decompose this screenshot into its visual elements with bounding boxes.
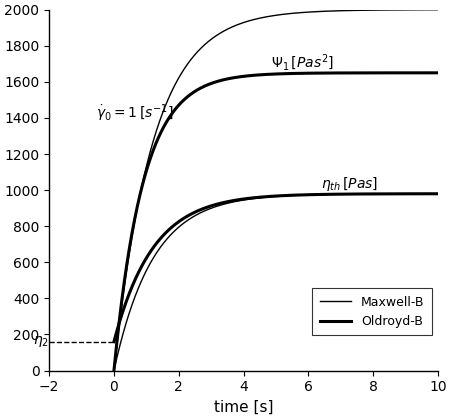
Text: $\Psi_1\,[Pas^2]$: $\Psi_1\,[Pas^2]$ xyxy=(271,52,334,73)
Text: $\eta_2$: $\eta_2$ xyxy=(33,334,49,349)
Text: $\dot{\gamma}_0=1\,[s^{-1}]$: $\dot{\gamma}_0=1\,[s^{-1}]$ xyxy=(96,102,173,124)
Text: $\eta_{th}\,[Pas]$: $\eta_{th}\,[Pas]$ xyxy=(322,175,378,193)
Legend: Maxwell-B, Oldroyd-B: Maxwell-B, Oldroyd-B xyxy=(312,288,432,336)
X-axis label: time [s]: time [s] xyxy=(214,400,273,415)
